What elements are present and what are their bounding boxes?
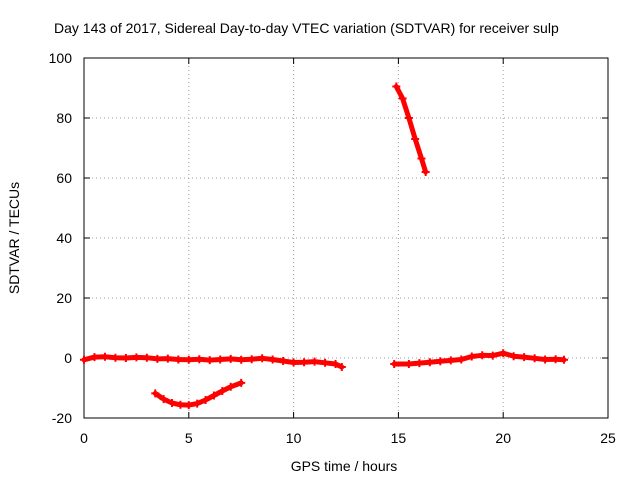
y-tick-label: 20	[56, 290, 72, 306]
data-point	[111, 353, 120, 362]
data-point	[467, 352, 476, 361]
data-point	[151, 389, 160, 398]
grid-lines	[84, 58, 608, 418]
series-baseline-evening	[390, 349, 568, 368]
data-point	[404, 360, 413, 368]
y-axis-label: SDTVAR / TECUs	[6, 182, 22, 294]
data-point	[100, 352, 109, 361]
data-point	[321, 358, 330, 367]
data-point	[176, 400, 185, 409]
data-point	[247, 355, 256, 364]
data-point	[279, 357, 288, 365]
data-point	[237, 378, 246, 387]
data-point	[168, 399, 177, 407]
x-axis-label: GPS time / hours	[291, 458, 398, 474]
data-point	[425, 358, 434, 367]
data-point	[193, 399, 202, 408]
data-point	[415, 359, 424, 368]
data-point	[174, 355, 183, 364]
data-point	[559, 355, 568, 364]
x-tick-label: 10	[286, 430, 302, 446]
data-point	[417, 154, 426, 163]
y-tick-label: 60	[56, 170, 72, 186]
data-point	[530, 354, 539, 363]
data-point	[184, 401, 193, 410]
data-point	[337, 363, 346, 371]
series-negative-arc	[151, 378, 246, 410]
data-point	[218, 387, 227, 395]
data-point	[411, 135, 420, 143]
data-point	[121, 354, 130, 362]
data-point	[90, 353, 99, 362]
y-tick-label: 100	[49, 50, 73, 66]
data-point	[237, 355, 246, 364]
series-layer	[80, 82, 568, 410]
axes: 0 5 10 15 20 25 -20 0 20 40 60 80 100	[49, 50, 616, 446]
data-point	[195, 355, 204, 364]
data-point	[226, 382, 235, 391]
x-tick-label: 0	[80, 430, 88, 446]
data-point	[436, 357, 445, 366]
x-tick-label: 5	[185, 430, 193, 446]
data-point	[153, 354, 162, 363]
y-tick-label: 40	[56, 230, 72, 246]
data-point	[142, 353, 151, 362]
data-point	[184, 355, 193, 364]
series-baseline-morning	[80, 352, 346, 371]
data-point	[446, 356, 455, 365]
data-point	[268, 355, 277, 364]
data-point	[80, 355, 88, 364]
x-tick-label: 20	[495, 430, 511, 446]
data-point	[209, 391, 218, 400]
data-point	[392, 82, 401, 91]
data-point	[159, 395, 168, 404]
data-point	[216, 355, 225, 364]
y-tick-label: 80	[56, 110, 72, 126]
data-point	[478, 351, 487, 360]
data-point	[390, 360, 399, 368]
y-tick-label: 0	[64, 350, 72, 366]
data-point	[132, 353, 141, 362]
data-point	[404, 114, 413, 122]
data-point	[398, 94, 407, 103]
data-point	[205, 356, 214, 365]
x-tick-label: 15	[391, 430, 407, 446]
data-point	[300, 358, 309, 367]
data-point	[488, 351, 497, 360]
plot-frame	[83, 57, 609, 419]
data-point	[310, 357, 319, 366]
y-tick-label: -20	[52, 410, 72, 426]
data-point	[509, 352, 518, 361]
data-point	[331, 360, 340, 368]
chart-title: Day 143 of 2017, Sidereal Day-to-day VTE…	[54, 20, 559, 36]
data-point	[421, 168, 430, 176]
data-point	[520, 353, 529, 362]
data-point	[258, 354, 267, 363]
x-tick-label: 25	[600, 430, 616, 446]
data-point	[457, 355, 466, 364]
data-point	[541, 355, 550, 364]
data-point	[551, 355, 560, 364]
data-point	[226, 354, 235, 363]
data-point	[499, 349, 508, 358]
data-point	[201, 396, 210, 404]
data-point	[289, 358, 298, 367]
data-point	[163, 354, 172, 363]
series-high-segment	[392, 82, 430, 176]
